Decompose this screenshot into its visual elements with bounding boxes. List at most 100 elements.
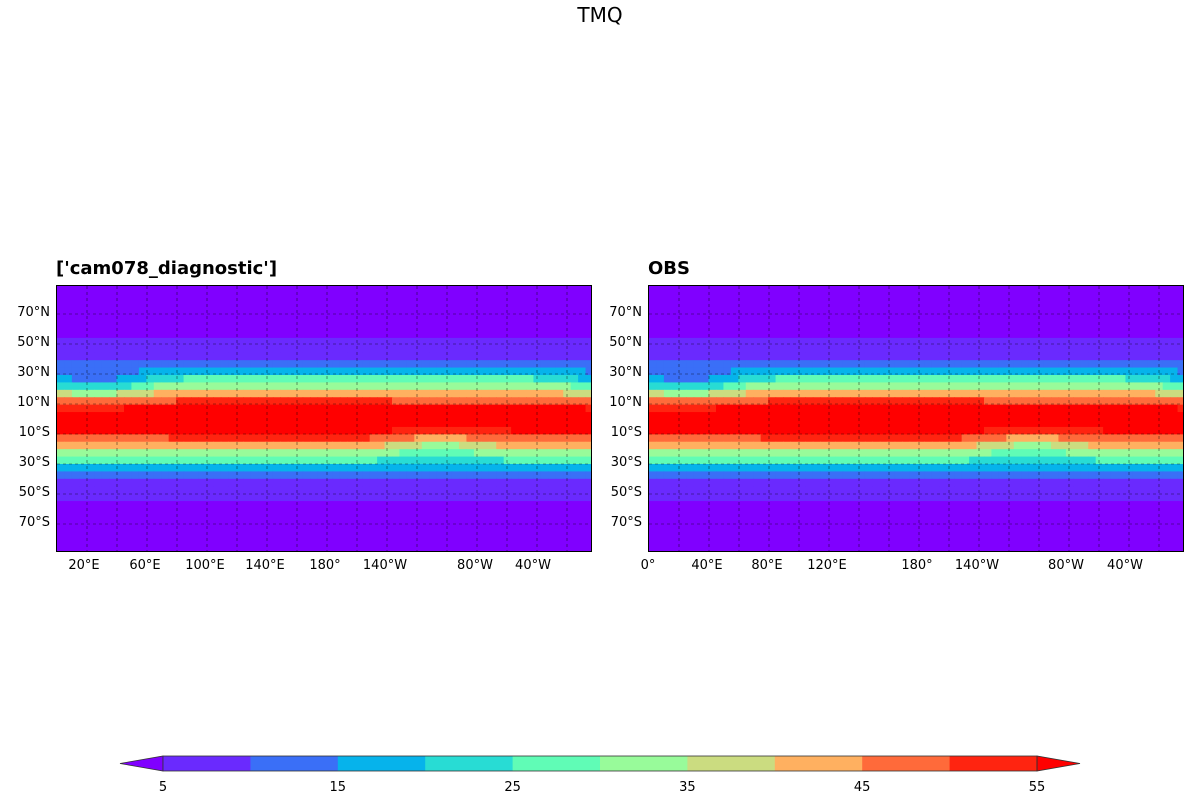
field-cell [481, 508, 490, 517]
field-cell [1155, 501, 1164, 510]
field-cell [555, 389, 564, 398]
field-cell [503, 382, 512, 391]
field-cell [220, 515, 229, 524]
field-cell [1058, 478, 1067, 487]
field-cell [946, 441, 955, 450]
field-cell [812, 456, 821, 465]
field-cell [205, 545, 214, 551]
field-cell [701, 441, 710, 450]
field-cell [745, 308, 754, 317]
field-cell [392, 367, 401, 376]
field-cell [57, 434, 66, 443]
field-cell [805, 426, 814, 435]
field-cell [369, 538, 378, 547]
field-cell [723, 471, 732, 480]
field-cell [1140, 352, 1149, 361]
field-cell [578, 389, 587, 398]
field-cell [1118, 419, 1127, 428]
field-cell [64, 300, 73, 309]
field-cell [1125, 456, 1134, 465]
field-cell [820, 456, 829, 465]
field-cell [894, 404, 903, 413]
field-cell [939, 508, 948, 517]
field-cell [168, 434, 177, 443]
field-cell [548, 367, 557, 376]
field-cell [578, 449, 587, 458]
field-cell [146, 441, 155, 450]
field-cell [436, 404, 445, 413]
field-cell [205, 404, 214, 413]
field-cell [161, 515, 170, 524]
field-cell [827, 375, 836, 384]
field-cell [678, 337, 687, 346]
field-cell [317, 426, 326, 435]
field-cell [503, 308, 512, 317]
field-cell [213, 434, 222, 443]
field-cell [347, 515, 356, 524]
field-cell [850, 456, 859, 465]
field-cell [723, 337, 732, 346]
field-cell [775, 330, 784, 339]
field-cell [548, 501, 557, 510]
field-cell [146, 367, 155, 376]
field-cell [429, 530, 438, 539]
field-cell [228, 545, 237, 551]
field-cell [131, 530, 140, 539]
field-cell [1073, 501, 1082, 510]
field-cell [109, 352, 118, 361]
field-cell [902, 360, 911, 369]
field-cell [213, 300, 222, 309]
field-cell [917, 493, 926, 502]
field-cell [399, 352, 408, 361]
field-cell [176, 501, 185, 510]
field-cell [354, 545, 363, 551]
field-cell [272, 456, 281, 465]
field-cell [518, 464, 527, 473]
field-cell [421, 367, 430, 376]
field-cell [272, 508, 281, 517]
field-cell [745, 449, 754, 458]
field-cell [161, 375, 170, 384]
field-cell [961, 478, 970, 487]
field-cell [1177, 367, 1183, 376]
field-cell [64, 367, 73, 376]
field-cell [518, 352, 527, 361]
field-cell [496, 352, 505, 361]
field-cell [693, 367, 702, 376]
field-cell [1140, 330, 1149, 339]
field-cell [894, 501, 903, 510]
field-cell [708, 523, 717, 532]
field-cell [384, 464, 393, 473]
field-cell [220, 412, 229, 421]
field-cell [459, 419, 468, 428]
field-cell [578, 538, 587, 547]
field-cell [649, 456, 658, 465]
field-cell [488, 293, 497, 302]
field-cell [86, 323, 95, 332]
field-cell [280, 286, 289, 295]
field-cell [287, 456, 296, 465]
field-cell [827, 286, 836, 295]
field-cell [399, 308, 408, 317]
field-cell [86, 404, 95, 413]
field-cell [864, 434, 873, 443]
field-cell [768, 486, 777, 495]
field-cell [265, 330, 274, 339]
field-cell [909, 330, 918, 339]
field-cell [872, 375, 881, 384]
field-cell [1043, 286, 1052, 295]
field-cell [176, 367, 185, 376]
field-cell [272, 464, 281, 473]
field-cell [1110, 471, 1119, 480]
field-cell [917, 486, 926, 495]
field-cell [1170, 367, 1179, 376]
field-cell [79, 389, 88, 398]
field-cell [406, 352, 415, 361]
field-cell [86, 441, 95, 450]
field-cell [116, 389, 125, 398]
field-cell [1080, 315, 1089, 324]
field-cell [198, 293, 207, 302]
field-cell [1095, 397, 1104, 406]
field-cell [797, 449, 806, 458]
field-cell [220, 471, 229, 480]
